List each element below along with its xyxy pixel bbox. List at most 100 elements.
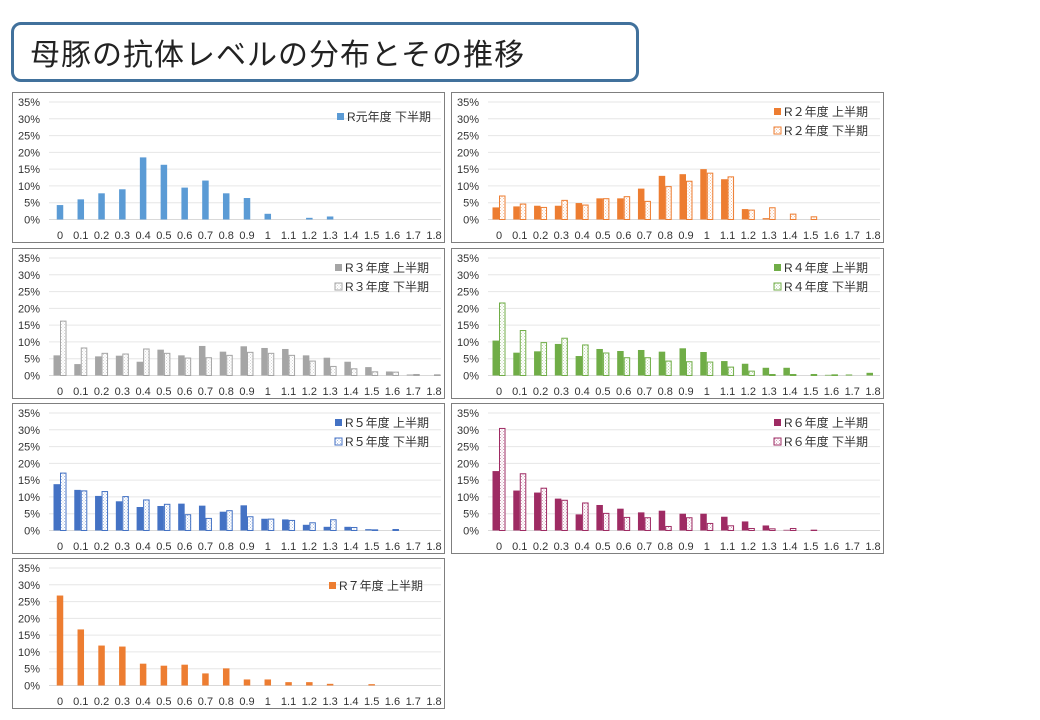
- bar: [679, 513, 686, 531]
- bar: [596, 348, 603, 376]
- legend-label: R５年度 上半期: [345, 415, 429, 430]
- y-tick-label: 15%: [457, 475, 479, 487]
- x-tick-label: 0.4: [135, 696, 150, 708]
- y-tick-label: 15%: [18, 164, 40, 176]
- legend-swatch: [773, 126, 782, 135]
- bar: [163, 503, 171, 531]
- bar: [499, 195, 506, 220]
- bar: [762, 218, 770, 220]
- bar: [184, 514, 192, 531]
- x-tick-label: 0.8: [658, 386, 673, 398]
- x-tick-label: 1.7: [406, 696, 421, 708]
- x-tick-label: 1.2: [741, 541, 756, 553]
- bar: [434, 374, 441, 377]
- x-tick-label: 0: [57, 696, 63, 708]
- y-tick-label: 25%: [18, 442, 40, 454]
- x-tick-label: 1.5: [364, 696, 379, 708]
- y-tick-label: 35%: [18, 563, 40, 575]
- legend-label: R４年度 上半期: [784, 260, 868, 275]
- x-tick-label: 1.8: [426, 696, 441, 708]
- x-tick-label: 0.3: [554, 230, 569, 242]
- bar: [122, 353, 129, 376]
- x-tick-label: 0.8: [219, 696, 234, 708]
- x-tick-label: 0.9: [239, 696, 254, 708]
- bar: [157, 505, 164, 531]
- bar: [554, 498, 562, 531]
- x-tick-label: 0.9: [239, 386, 254, 398]
- bar: [302, 524, 310, 531]
- bar: [617, 198, 624, 220]
- bar: [365, 529, 372, 531]
- legend-label: R４年度 下半期: [784, 279, 868, 294]
- bar: [267, 352, 275, 376]
- y-tick-label: 10%: [18, 492, 40, 504]
- x-tick-label: 1.3: [761, 386, 776, 398]
- page-title: 母豚の抗体レベルの分布とその推移: [11, 22, 639, 82]
- y-tick-label: 20%: [18, 458, 40, 470]
- x-tick-label: 1.8: [865, 230, 880, 242]
- bar: [561, 199, 568, 221]
- y-tick-label: 20%: [457, 458, 479, 470]
- x-tick-label: 1.7: [406, 386, 421, 398]
- bar: [602, 352, 610, 376]
- bar: [243, 679, 251, 686]
- bar: [222, 193, 230, 220]
- y-tick-label: 30%: [18, 425, 40, 437]
- y-tick-label: 15%: [18, 320, 40, 332]
- y-tick-label: 30%: [18, 580, 40, 592]
- bar: [623, 357, 631, 377]
- y-tick-label: 20%: [18, 613, 40, 625]
- x-tick-label: 0.1: [512, 230, 527, 242]
- y-tick-label: 10%: [457, 492, 479, 504]
- y-tick-label: 25%: [457, 131, 479, 143]
- x-tick-label: 0.1: [73, 386, 88, 398]
- bar: [596, 198, 603, 220]
- x-tick-label: 0.4: [135, 386, 150, 398]
- bar: [810, 373, 818, 377]
- y-tick-label: 0%: [463, 526, 479, 538]
- x-tick-label: 1.4: [343, 386, 358, 398]
- x-tick-label: 0.6: [177, 696, 192, 708]
- x-tick-label: 0: [57, 230, 63, 242]
- bar: [727, 525, 735, 532]
- x-tick-label: 1.5: [364, 230, 379, 242]
- bar: [831, 374, 838, 377]
- x-tick-label: 0.5: [595, 541, 610, 553]
- bar: [519, 330, 527, 376]
- y-tick-label: 35%: [457, 97, 479, 109]
- x-tick-label: 0.2: [533, 541, 548, 553]
- chart-4: 0% 5% 10% 15% 20% 25% 30% 35% 0 0.1 0.2 0.3 0.4 0.5 0.…: [451, 248, 884, 399]
- bar: [143, 348, 150, 376]
- bar: [60, 472, 67, 531]
- y-tick-label: 25%: [457, 287, 479, 299]
- legend-label: R３年度 下半期: [345, 279, 429, 294]
- legend-label: R３年度 上半期: [345, 260, 429, 275]
- chart-6: 0% 5% 10% 15% 20% 25% 30% 35% 0 0.1 0.2 0.3 0.4 0.5 0.…: [451, 403, 884, 554]
- bar: [302, 355, 310, 376]
- bar: [554, 205, 562, 220]
- x-tick-label: 1.8: [426, 230, 441, 242]
- bar: [706, 361, 714, 376]
- bar: [665, 360, 672, 376]
- bar: [53, 484, 60, 531]
- y-tick-label: 35%: [457, 408, 479, 420]
- x-tick-label: 0.1: [73, 541, 88, 553]
- bar: [492, 340, 499, 376]
- bar: [344, 526, 351, 531]
- legend-swatch: [774, 264, 781, 271]
- x-tick-label: 0: [496, 386, 502, 398]
- bar: [288, 519, 296, 532]
- bar: [184, 357, 192, 376]
- bar: [665, 525, 672, 531]
- bar: [602, 198, 610, 220]
- bar: [163, 352, 171, 376]
- bar: [575, 356, 583, 376]
- bar: [60, 320, 67, 377]
- bar: [783, 367, 790, 376]
- x-tick-label: 0.2: [94, 386, 109, 398]
- bar: [56, 205, 64, 220]
- x-tick-label: 0.6: [616, 386, 631, 398]
- bar: [602, 512, 610, 531]
- x-tick-label: 1: [704, 230, 710, 242]
- bar: [762, 525, 770, 531]
